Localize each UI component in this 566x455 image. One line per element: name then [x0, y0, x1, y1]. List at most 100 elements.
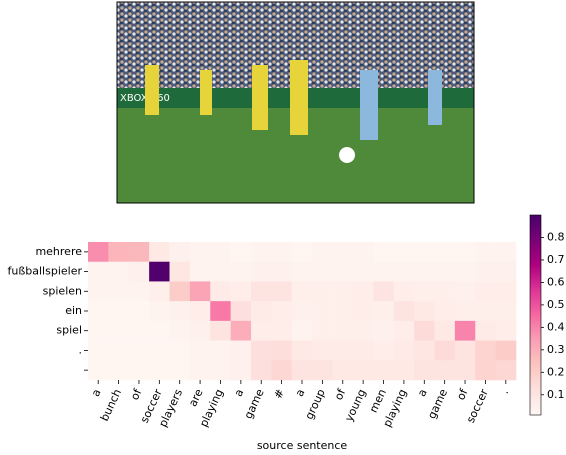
heatmap-cell	[230, 360, 252, 381]
x-tick-label: a	[415, 387, 430, 399]
heatmap-cell	[291, 340, 313, 361]
heatmap-cell	[169, 320, 191, 341]
heatmap-cell	[393, 281, 415, 302]
heatmap-cell	[332, 360, 354, 381]
heatmap-cell	[434, 281, 456, 302]
colorbar-tick-label: 0.4	[547, 320, 565, 333]
heatmap-cell	[332, 261, 354, 282]
heatmap-cell	[169, 242, 191, 263]
heatmap-cell	[128, 301, 150, 322]
heatmap-cell	[291, 360, 313, 381]
heatmap-cell	[189, 340, 211, 361]
heatmap-cell	[230, 320, 252, 341]
heatmap-cell	[393, 301, 415, 322]
heatmap-cell	[88, 340, 109, 361]
heatmap-cell	[475, 320, 496, 341]
heatmap-cell	[149, 261, 170, 282]
heatmap-cell	[312, 320, 333, 341]
heatmap-cell	[495, 261, 517, 282]
heatmap-cell	[108, 320, 130, 341]
heatmap-cell	[332, 242, 354, 263]
heatmap-cell	[251, 261, 272, 282]
y-tick-label: .	[79, 343, 83, 356]
x-tick-label: of	[332, 386, 349, 402]
heatmap-cell	[434, 340, 456, 361]
colorbar-tick-label: 0.8	[547, 230, 565, 243]
heatmap-cell	[169, 281, 191, 302]
heatmap-cell	[210, 320, 231, 341]
heatmap-cell	[251, 340, 272, 361]
heatmap-cell	[210, 242, 231, 263]
heatmap-cell	[88, 320, 109, 341]
heatmap-cell	[230, 261, 252, 282]
heatmap-cell	[108, 261, 130, 282]
y-tick-label: mehrere	[35, 245, 82, 258]
heatmap-cell	[251, 360, 272, 381]
heatmap-cell	[495, 360, 517, 381]
heatmap-cell	[271, 360, 293, 381]
heatmap-cell	[373, 320, 395, 341]
heatmap-cell	[373, 301, 395, 322]
heatmap-cell	[210, 301, 231, 322]
heatmap-cell	[189, 301, 211, 322]
heatmap-cell	[291, 281, 313, 302]
heatmap-cell	[393, 261, 415, 282]
heatmap-cell	[210, 340, 231, 361]
x-tick-label: a	[293, 387, 308, 399]
heatmap-cell	[475, 340, 496, 361]
heatmap-cell	[149, 340, 170, 361]
heatmap-cell	[352, 242, 374, 263]
heatmap-cell	[475, 261, 496, 282]
x-tick-label: a	[89, 387, 104, 399]
heatmap-cell	[108, 281, 130, 302]
heatmap-cell	[352, 360, 374, 381]
heatmap-cell	[251, 301, 272, 322]
heatmap-cell	[414, 281, 435, 302]
heatmap-cell	[454, 242, 476, 263]
heatmap-cell	[210, 281, 231, 302]
heatmap-cell	[189, 281, 211, 302]
heatmap-cell	[434, 360, 456, 381]
heatmap-cell	[352, 340, 374, 361]
heatmap-cell	[271, 320, 293, 341]
heatmap-cell	[393, 242, 415, 263]
heatmap-cell	[189, 360, 211, 381]
heatmap-cell	[169, 360, 191, 381]
heatmap-cell	[128, 261, 150, 282]
heatmap-cell	[128, 281, 150, 302]
heatmap-cell	[454, 301, 476, 322]
heatmap-cell	[475, 281, 496, 302]
heatmap-cell	[495, 340, 517, 361]
heatmap-cell	[352, 281, 374, 302]
heatmap-cell	[495, 320, 517, 341]
x-tick-label: of	[454, 386, 471, 402]
heatmap-cell	[251, 281, 272, 302]
heatmap-cell	[475, 360, 496, 381]
colorbar-tick-label: 0.5	[547, 298, 565, 311]
heatmap-cell	[414, 242, 435, 263]
heatmap-cell	[332, 301, 354, 322]
heatmap-cell	[291, 320, 313, 341]
heatmap-cell	[149, 281, 170, 302]
heatmap-cell	[393, 320, 415, 341]
heatmap-cell	[393, 340, 415, 361]
x-axis-label: source sentence	[257, 439, 348, 452]
colorbar-tick-label: 0.7	[547, 253, 565, 266]
heatmap-cell	[373, 242, 395, 263]
heatmap-cell	[230, 242, 252, 263]
heatmap-cell	[88, 281, 109, 302]
y-tick-label: fußballspieler	[8, 265, 83, 278]
heatmap-cell	[88, 360, 109, 381]
heatmap-cell	[312, 340, 333, 361]
heatmap-cell	[230, 281, 252, 302]
heatmap-cell	[128, 360, 150, 381]
heatmap-cell	[352, 320, 374, 341]
heatmap-cell	[271, 261, 293, 282]
x-tick-label: game	[242, 387, 267, 421]
x-tick-label: of	[128, 386, 145, 402]
heatmap-cell	[454, 320, 476, 341]
heatmap-cell	[332, 281, 354, 302]
heatmap-cell	[169, 340, 191, 361]
heatmap-cell	[230, 301, 252, 322]
